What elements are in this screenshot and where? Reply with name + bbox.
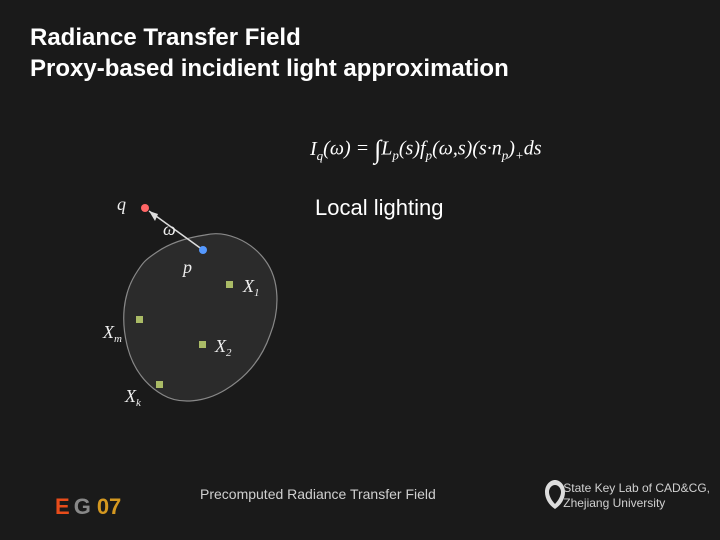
point-p [199, 246, 207, 254]
subtitle: Local lighting [315, 195, 443, 221]
eg-year: 07 [97, 494, 121, 520]
slide-title: Radiance Transfer Field Proxy-based inci… [30, 22, 509, 84]
lab-line1: State Key Lab of CAD&CG, [563, 481, 710, 495]
label-q: q [117, 194, 126, 214]
point-xm [136, 316, 143, 323]
eg-g: G [74, 494, 91, 520]
point-x2 [199, 341, 206, 348]
arrow-head [149, 211, 158, 221]
diagram: q ω p X1 X2 Xm Xk [85, 180, 315, 440]
label-xk: Xk [124, 386, 142, 409]
equation: Iq(ω) = ∫Lp(s)fp(ω,s)(s·np)+ds [310, 135, 542, 165]
label-p: p [181, 257, 192, 277]
point-xk [156, 381, 163, 388]
eg-logo: EG07 [55, 494, 121, 520]
point-q [141, 204, 149, 212]
footer: EG07 Precomputed Radiance Transfer Field… [0, 470, 720, 520]
title-line2: Proxy-based incidient light approximatio… [30, 55, 509, 82]
blob-shape [124, 234, 277, 401]
footer-title: Precomputed Radiance Transfer Field [200, 486, 436, 502]
point-x1 [226, 281, 233, 288]
eq-lhs: Iq [310, 138, 323, 160]
label-xm: Xm [102, 322, 122, 345]
eg-e: E [55, 494, 70, 520]
label-omega: ω [163, 219, 176, 239]
lab-info: State Key Lab of CAD&CG, Zhejiang Univer… [563, 481, 710, 512]
lab-line2: Zhejiang University [563, 496, 665, 510]
title-line1: Radiance Transfer Field [30, 24, 301, 51]
